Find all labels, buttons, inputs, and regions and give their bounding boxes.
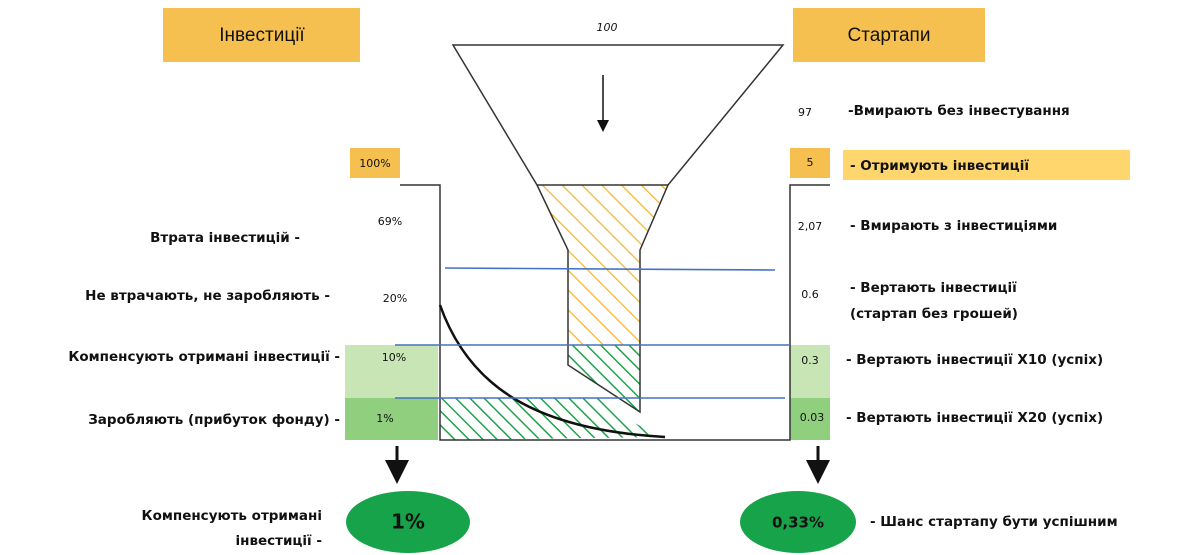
total: 100% xyxy=(359,157,390,170)
result-label: Компенсують отримані xyxy=(142,508,322,524)
infographic: Інвестиції Стартапи 100 100% Втрата інве… xyxy=(0,0,1193,555)
row-label: - Вертають інвестиції X10 (успіх) xyxy=(846,352,1103,368)
result-value: 1% xyxy=(391,510,425,534)
row-label: -Вмирають без інвестування xyxy=(848,103,1070,119)
count: 2,07 xyxy=(798,220,823,233)
header-startups: Стартапи xyxy=(848,25,931,46)
count: 0.6 xyxy=(801,288,819,301)
row-label: - Вертають інвестиції X20 (успіх) xyxy=(846,410,1103,426)
row-share: 1% xyxy=(376,412,393,425)
funnel-hatch-yellow xyxy=(537,185,668,345)
row-label: Не втрачають, не заробляють - xyxy=(85,288,330,304)
row-label: Компенсують отримані інвестиції - xyxy=(68,349,340,365)
row-label: (стартап без грошей) xyxy=(850,306,1018,322)
level-line xyxy=(445,268,775,270)
row-label: Заробляють (прибуток фонду) - xyxy=(88,412,340,428)
count: 0.03 xyxy=(800,411,825,424)
result-label: інвестиції - xyxy=(235,533,322,549)
box-light-green xyxy=(790,345,830,398)
result-value: 0,33% xyxy=(772,514,824,532)
row-share: 69% xyxy=(378,215,402,228)
funnel-input: 100 xyxy=(597,21,618,34)
row-label: - Вертають інвестиції xyxy=(850,280,1017,296)
row-label: Втрата інвестицій - xyxy=(150,230,300,246)
row-share: 10% xyxy=(382,351,406,364)
result-label: - Шанс стартапу бути успішним xyxy=(870,514,1118,530)
count: 97 xyxy=(798,106,812,119)
row-label: - Отримують інвестиції xyxy=(850,158,1029,174)
count: 5 xyxy=(807,156,814,169)
count: 0.3 xyxy=(801,354,819,367)
header-investments: Інвестиції xyxy=(219,25,305,46)
row-share: 20% xyxy=(383,292,407,305)
row-label: - Вмирають з інвестиціями xyxy=(850,218,1057,234)
